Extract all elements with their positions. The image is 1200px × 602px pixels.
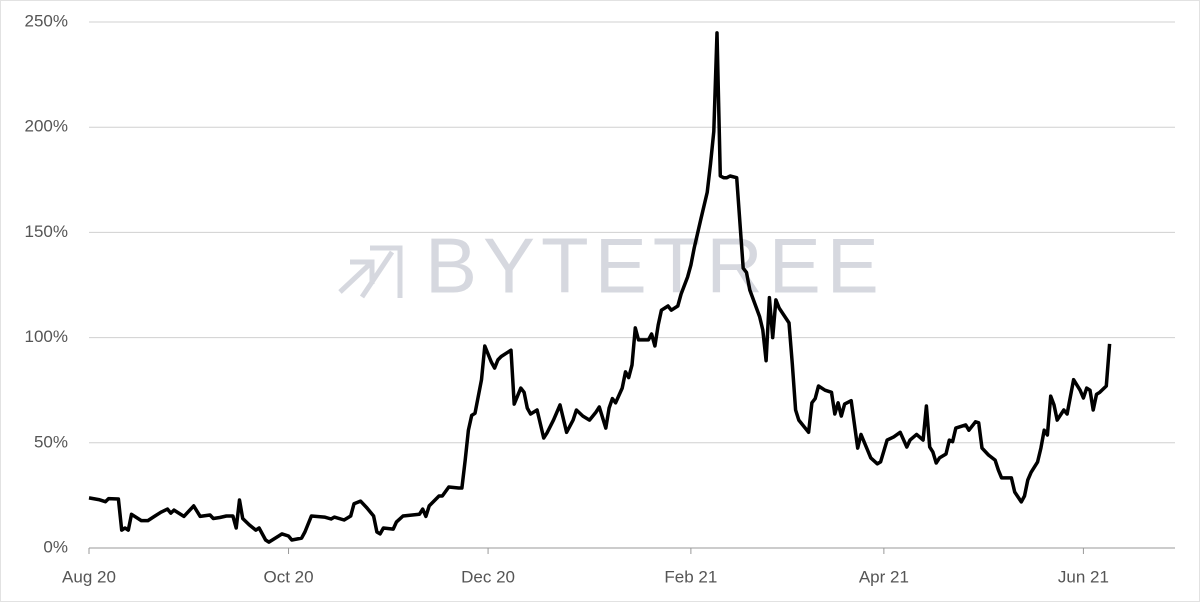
y-tick-label: 200%	[25, 117, 68, 136]
x-tick-label: Dec 20	[461, 567, 515, 586]
y-tick-label: 150%	[25, 222, 68, 241]
x-tick-label: Oct 20	[263, 567, 313, 586]
x-tick-label: Aug 20	[62, 567, 116, 586]
y-tick-label: 250%	[25, 11, 68, 30]
x-tick-label: Apr 21	[859, 567, 909, 586]
x-tick-label: Jun 21	[1058, 567, 1109, 586]
y-tick-label: 100%	[25, 327, 68, 346]
watermark-logo	[338, 245, 403, 299]
y-tick-label: 0%	[43, 537, 68, 556]
watermark: BYTETREE	[425, 222, 885, 310]
data-line	[88, 31, 1112, 544]
y-tick-label: 50%	[34, 432, 68, 451]
x-tick-label: Feb 21	[664, 567, 717, 586]
